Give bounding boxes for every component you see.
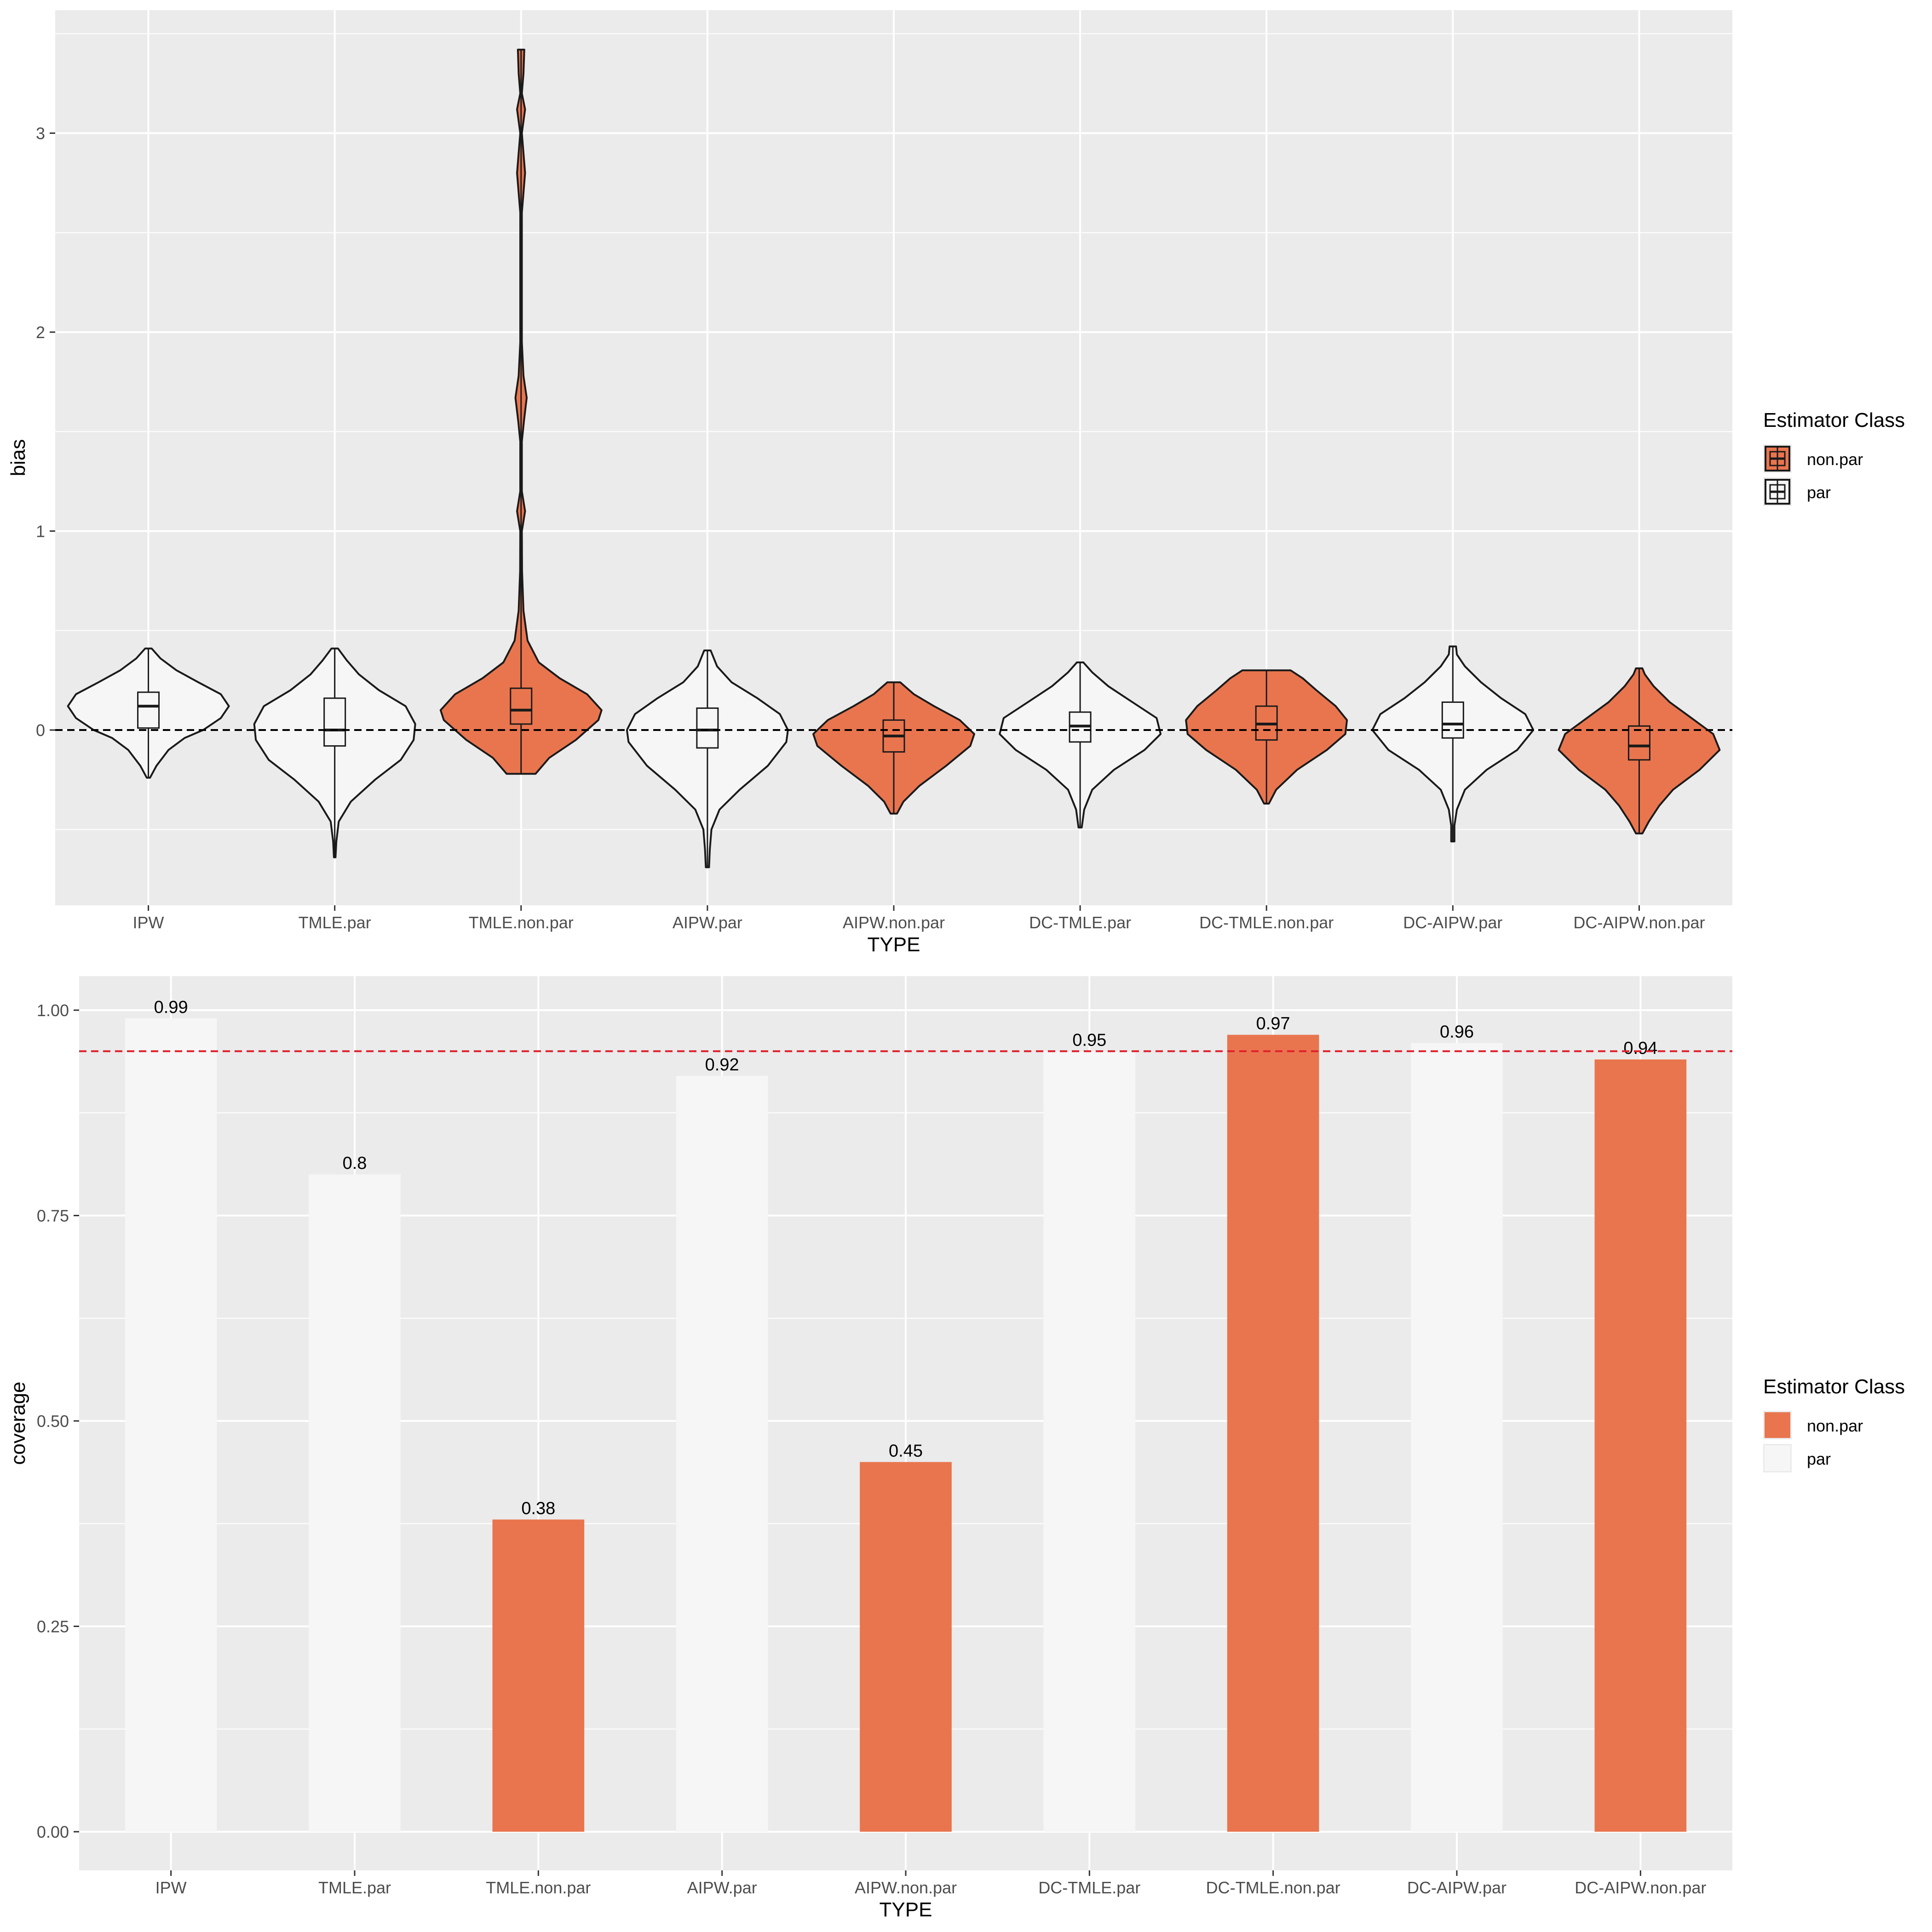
bar-TMLE.non.par [492, 1519, 585, 1832]
bar-DC-TMLE.par [1043, 1051, 1136, 1832]
box-IPW [137, 691, 160, 729]
x-tick-label: AIPW.non.par [855, 1878, 957, 1897]
x-tick-label: AIPW.par [687, 1878, 757, 1897]
legend-title: Estimator Class [1763, 1375, 1905, 1398]
x-tick-label: DC-AIPW.non.par [1575, 1878, 1706, 1897]
x-tick-label: DC-TMLE.par [1029, 913, 1131, 932]
x-tick-label: DC-TMLE.non.par [1206, 1878, 1340, 1897]
y-tick-label: 1 [36, 522, 45, 541]
x-tick-label: AIPW.non.par [843, 913, 945, 932]
box-TMLE.par [323, 697, 346, 747]
y-tick-label: 0.00 [37, 1823, 69, 1841]
legend-swatch-par [1765, 1445, 1790, 1471]
x-axis-title: TYPE [868, 933, 920, 956]
x-tick-label: TMLE.non.par [469, 913, 574, 932]
bar-value-label: 0.95 [1072, 1030, 1106, 1050]
x-tick-label: IPW [133, 913, 164, 932]
bar-TMLE.par [309, 1174, 401, 1832]
legend-swatch-non.par [1765, 1412, 1790, 1438]
x-tick-label: DC-AIPW.non.par [1573, 913, 1705, 932]
bar-value-label: 0.92 [705, 1055, 739, 1075]
x-tick-label: DC-TMLE.par [1038, 1878, 1140, 1897]
y-axis-title: coverage [7, 1381, 29, 1465]
y-tick-label: 0.75 [37, 1207, 69, 1225]
bar-value-label: 0.45 [889, 1441, 923, 1460]
y-tick-label: 0 [36, 721, 45, 740]
bar-DC-AIPW.non.par [1594, 1059, 1687, 1832]
bar-AIPW.non.par [860, 1462, 952, 1832]
legend-label-non.par: non.par [1807, 450, 1863, 469]
x-tick-label: IPW [155, 1878, 187, 1897]
box-AIPW.par [696, 707, 719, 749]
box-DC-AIPW.non.par [1627, 725, 1650, 761]
y-tick-label: 0.50 [37, 1412, 69, 1431]
x-tick-label: TMLE.par [318, 1878, 391, 1897]
x-tick-label: DC-AIPW.par [1403, 913, 1502, 932]
box-TMLE.non.par [510, 687, 533, 725]
bar-AIPW.par [676, 1075, 768, 1832]
bar-IPW [125, 1018, 217, 1832]
y-tick-label: 3 [36, 124, 45, 143]
x-tick-label: DC-TMLE.non.par [1199, 913, 1334, 932]
y-tick-label: 0.25 [37, 1617, 69, 1636]
legend-title: Estimator Class [1763, 409, 1905, 431]
x-tick-label: AIPW.par [673, 913, 742, 932]
y-tick-label: 2 [36, 323, 45, 342]
box-DC-AIPW.par [1441, 701, 1464, 739]
bar-value-label: 0.8 [343, 1154, 367, 1173]
legend-label-non.par: non.par [1807, 1416, 1863, 1435]
bar-value-label: 0.96 [1440, 1022, 1474, 1041]
x-axis-title: TYPE [880, 1898, 932, 1921]
bar-DC-AIPW.par [1411, 1043, 1503, 1832]
legend-label-par: par [1807, 1449, 1831, 1468]
x-tick-label: DC-AIPW.par [1407, 1878, 1506, 1897]
coverage-bar-plot: 0.00 0.25 0.50 0.75 1.00 IPW TMLE.par TMLE.non.… [7, 976, 1905, 1921]
bar-DC-TMLE.non.par [1227, 1035, 1319, 1832]
bias-violin-plot: 0 1 2 3 IPW TMLE.par TMLE.non.par AIPW.par AIPW.… [7, 10, 1905, 956]
x-tick-label: TMLE.non.par [486, 1878, 591, 1897]
bar-value-label: 0.97 [1256, 1014, 1290, 1034]
x-tick-label: TMLE.par [299, 913, 371, 932]
bar-value-label: 0.38 [521, 1499, 555, 1518]
bar-value-label: 0.99 [154, 998, 188, 1017]
y-axis-title: bias [7, 439, 29, 477]
y-tick-label: 1.00 [37, 1001, 69, 1020]
bar-value-label: 0.94 [1623, 1039, 1657, 1058]
legend-label-par: par [1807, 483, 1831, 502]
